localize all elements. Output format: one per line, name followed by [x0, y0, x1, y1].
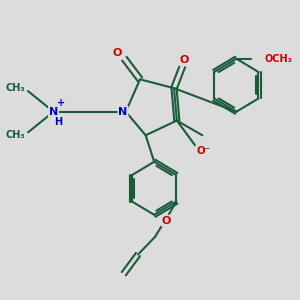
Text: O⁻: O⁻ — [196, 146, 210, 156]
Text: CH₃: CH₃ — [6, 83, 25, 93]
Text: H: H — [55, 117, 63, 127]
Text: CH₃: CH₃ — [6, 130, 25, 140]
Text: N: N — [49, 107, 58, 117]
Text: O: O — [179, 55, 189, 65]
Text: +: + — [57, 98, 65, 108]
Text: OCH₃: OCH₃ — [264, 54, 292, 64]
Text: O: O — [162, 216, 171, 226]
Text: N: N — [118, 107, 127, 117]
Text: O: O — [112, 48, 122, 59]
